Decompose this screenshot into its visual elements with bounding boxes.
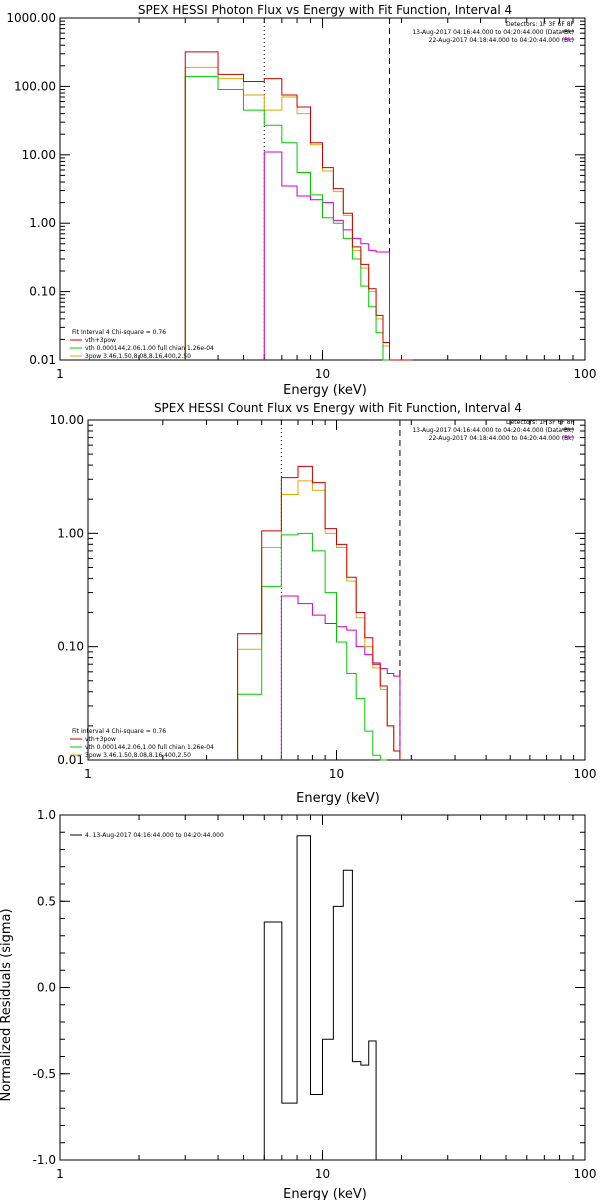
legend-label-total: vth+3pow	[85, 736, 116, 743]
y-tick-label: 1000.00	[6, 11, 56, 25]
histogram-background	[280, 595, 401, 760]
x-tick-label: 10	[315, 1167, 330, 1181]
x-tick-label: 10	[329, 767, 344, 781]
x-tick-label: 100	[574, 767, 597, 781]
x-tick-label: 100	[574, 1167, 597, 1181]
count-flux-panel: SPEX HESSI Count Flux vs Energy with Fit…	[50, 401, 597, 806]
legend-residual-label: 4. 13-Aug-2017 04:16:44.000 to 04:20:44.…	[85, 832, 224, 839]
y-tick-label: 100.00	[14, 79, 56, 93]
y-tick-label: 1.00	[29, 216, 56, 230]
y-tick-label: 0.01	[29, 353, 56, 367]
y-tick-label: -1.0	[33, 1153, 56, 1167]
y-tick-label: 0.10	[57, 640, 84, 654]
plot-frame	[87, 419, 586, 761]
panel-title: SPEX HESSI Photon Flux vs Energy with Fi…	[138, 3, 512, 17]
x-tick-label: 1	[84, 767, 92, 781]
plot-frame	[59, 17, 586, 361]
histogram-total	[237, 465, 401, 760]
x-tick-label: 1	[56, 1167, 64, 1181]
histogram-vth	[237, 532, 388, 761]
y-tick-label: -0.5	[33, 1067, 56, 1081]
plot-frame	[59, 814, 586, 1161]
x-tick-label: 1	[56, 367, 64, 381]
legend-bk-interval: 22-Aug-2017 04:18:44.000 to 04:20:44.000…	[429, 435, 574, 442]
histogram-3pow	[184, 66, 413, 361]
legend-label-total: vth+3pow	[85, 337, 116, 344]
legend-label-vth: vth 0.000144,2.06,1.00 full chian 1.26e-…	[85, 345, 214, 352]
y-tick-label: 0.01	[57, 753, 84, 767]
y-tick-label: 0.10	[29, 285, 56, 299]
residuals-panel: Energy (keV) Normalized Residuals (sigma…	[0, 808, 597, 1202]
x-axis-label: Energy (keV)	[296, 791, 380, 806]
x-tick-label: 100	[574, 367, 597, 381]
legend-fit-title: Fit Interval 4 Chi-square = 0.76	[72, 329, 166, 336]
legend-data-interval: 13-Aug-2017 04:16:44.000 to 04:20:44.000…	[412, 29, 574, 36]
photon-flux-panel: SPEX HESSI Photon Flux vs Energy with Fi…	[6, 3, 596, 398]
histogram-background	[263, 151, 391, 360]
legend-label-vth: vth 0.000144,2.06,1.00 full chian 1.26e-…	[85, 744, 214, 751]
x-axis-label: Energy (keV)	[283, 383, 367, 398]
legend-bk-interval: 22-Aug-2017 04:18:44.000 to 04:20:44.000…	[429, 37, 574, 44]
y-tick-label: 10.00	[22, 148, 56, 162]
legend-detectors: Detectors: 1F 3F 6F 8F	[506, 419, 575, 426]
histogram-vth	[184, 75, 390, 361]
y-tick-label: 10.00	[50, 413, 84, 427]
legend-label-3pow: 3pow 3.46,1.50,8.08,8.16,400,2.50	[85, 752, 191, 759]
y-tick-label: 0.5	[37, 894, 56, 908]
legend-fit-title: Fit Interval 4 Chi-square = 0.76	[72, 728, 166, 735]
y-tick-label: 1.00	[57, 526, 84, 540]
histogram-total	[184, 51, 413, 361]
y-axis-label: Normalized Residuals (sigma)	[0, 908, 14, 1101]
panel-title: SPEX HESSI Count Flux vs Energy with Fit…	[154, 401, 522, 415]
x-axis-label: Energy (keV)	[283, 1187, 367, 1200]
legend-data-interval: 13-Aug-2017 04:16:44.000 to 04:20:44.000…	[412, 427, 574, 434]
y-tick-label: 1.0	[37, 808, 56, 822]
legend-detectors: Detectors: 1F 3F 6F 8F	[506, 21, 575, 28]
legend-label-3pow: 3pow 3.46,1.50,8.08,8.16,400,2.50	[85, 353, 191, 360]
y-tick-label: 0.0	[37, 981, 56, 995]
histogram-total	[263, 835, 377, 1160]
x-tick-label: 10	[315, 367, 330, 381]
